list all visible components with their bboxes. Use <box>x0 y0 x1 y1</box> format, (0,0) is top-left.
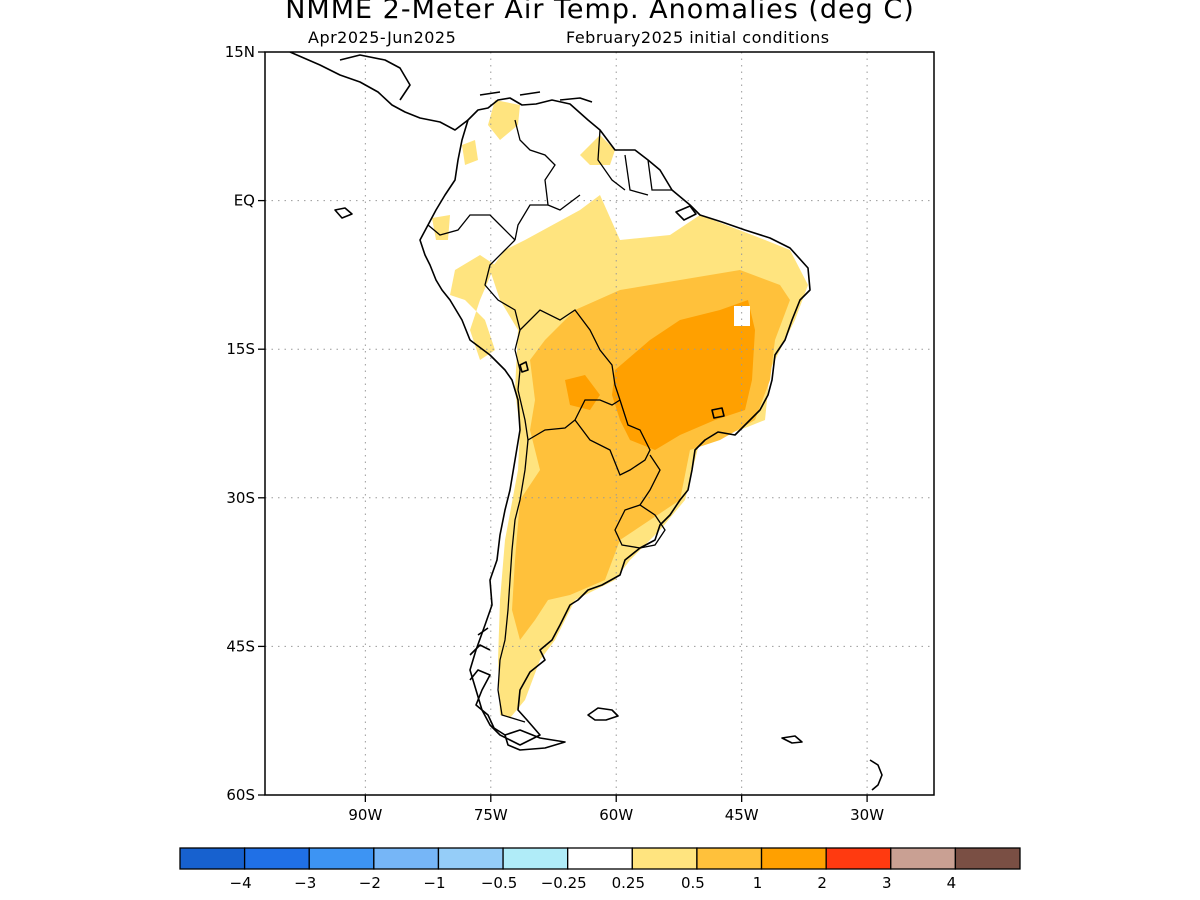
colorbar-swatch <box>567 847 633 870</box>
colorbar-swatch <box>696 847 763 870</box>
border-uruguay <box>614 504 666 549</box>
border-bolivia-brazil <box>519 309 621 401</box>
colorbar-label: −3 <box>294 874 316 892</box>
colorbar-swatch <box>308 847 375 870</box>
central-america-coastline <box>289 52 469 131</box>
colorbar-label: 2 <box>817 874 827 892</box>
colorbar-label: 1 <box>753 874 763 892</box>
border-chile-argentina <box>497 439 529 723</box>
border-ecuador-peru <box>427 214 516 241</box>
lon-tick-label: 90W <box>348 806 382 824</box>
marajo-island <box>675 205 697 221</box>
anomaly-orange-patch <box>565 375 600 410</box>
graticule <box>265 52 934 795</box>
border-bolivia-peru <box>514 349 521 391</box>
lat-tick-label: 15S <box>226 340 255 358</box>
forecast-period: Apr2025-Jun2025 <box>308 28 457 47</box>
colorbar-swatch <box>890 847 957 870</box>
south-america-coastline <box>419 97 811 746</box>
initial-conditions: February2025 initial conditions <box>566 28 830 47</box>
colorbar-swatch <box>373 847 440 870</box>
colorbar-label: −4 <box>230 874 252 892</box>
colorbar-swatch <box>631 847 698 870</box>
lon-tick-label: 60W <box>599 806 633 824</box>
colorbar-label: 3 <box>882 874 892 892</box>
colorbar-label: −0.5 <box>481 874 517 892</box>
south-atlantic-islands <box>869 759 883 791</box>
colorbar-swatch <box>437 847 504 870</box>
falkland-islands <box>587 707 619 721</box>
lon-tick-label: 30W <box>850 806 884 824</box>
colorbar-legend: −4 −3 −2 −1 −0.5 −0.25 0.25 0.5 1 2 3 4 <box>179 847 1021 892</box>
colorbar-swatch <box>179 847 246 870</box>
colorbar-swatch <box>825 847 892 870</box>
chile-archipelago <box>469 627 506 736</box>
colorbar-label: −0.25 <box>541 874 587 892</box>
colorbar-label: 4 <box>947 874 957 892</box>
border-chile-bolivia-argentina <box>517 389 621 442</box>
colorbar-swatch <box>502 847 569 870</box>
anomaly-gap-cell <box>734 306 750 326</box>
tierra-del-fuego <box>504 729 566 751</box>
axis-ticks: 15N EQ 15S 30S 45S 60S 90W 75W 60W 45W 30W <box>225 43 885 824</box>
country-borders <box>427 119 672 723</box>
coastlines <box>289 52 883 791</box>
colorbar-label: −2 <box>359 874 381 892</box>
map-canvas <box>265 52 934 795</box>
border-colombia-venezuela <box>514 119 581 211</box>
border-paraguay <box>574 399 651 476</box>
anomaly-orange-core <box>612 300 755 450</box>
map-frame <box>264 51 935 796</box>
anomaly-light-yellow-ecuador <box>432 215 450 240</box>
lat-tick-label: 45S <box>226 637 255 655</box>
map-title: NMME 2-Meter Air Temp. Anomalies (deg C) <box>285 0 915 25</box>
anomaly-light-yellow-north <box>488 100 520 140</box>
anomaly-shading <box>432 100 808 718</box>
border-colombia-brazil <box>514 204 548 241</box>
lat-tick-label: 30S <box>226 489 255 507</box>
anomaly-light-yellow-guiana <box>580 135 615 165</box>
central-america-north-coast <box>339 54 411 101</box>
colorbar-label: −1 <box>423 874 445 892</box>
lon-tick-label: 75W <box>474 806 508 824</box>
brazil-islands <box>711 407 725 419</box>
border-suriname-guiana <box>647 159 672 191</box>
colorbar-swatch <box>243 847 310 870</box>
border-peru-brazil <box>484 239 521 351</box>
anomaly-light-yellow-peru <box>450 255 495 360</box>
colorbar-label: 0.5 <box>681 874 705 892</box>
border-venezuela-guyana <box>597 129 626 191</box>
caribbean-islands <box>479 91 593 103</box>
border-argentina-brazil <box>639 454 661 506</box>
lat-tick-label: 15N <box>225 43 255 61</box>
lat-tick-label: 60S <box>226 786 255 804</box>
lake-titicaca <box>519 361 529 373</box>
anomaly-light-yellow-colombia <box>462 140 478 165</box>
colorbar-swatch <box>760 847 827 870</box>
colorbar-swatch <box>954 847 1021 870</box>
colorbar-label: 0.25 <box>612 874 645 892</box>
border-guyana-suriname <box>624 154 649 196</box>
lon-tick-label: 45W <box>725 806 759 824</box>
south-georgia <box>781 735 803 744</box>
lat-tick-label: EQ <box>234 192 255 210</box>
galapagos-islands <box>334 207 353 219</box>
